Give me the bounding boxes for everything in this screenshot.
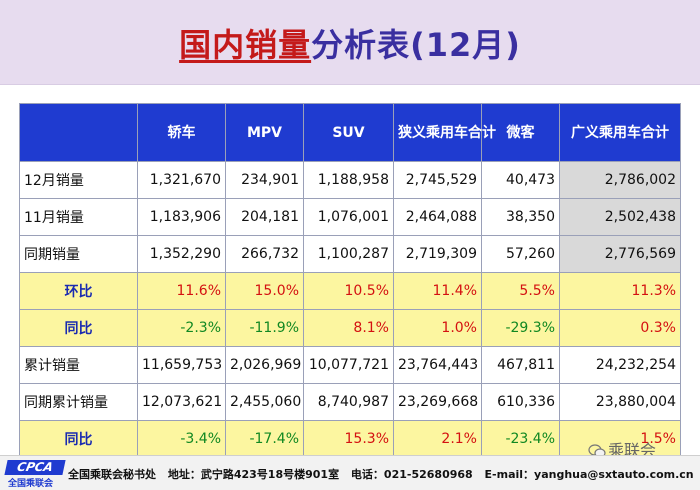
table-cell: 10.5%	[303, 272, 394, 310]
header-mpv: MPV	[225, 103, 304, 162]
table-row: 环比 11.6% 15.0% 10.5% 11.4% 5.5% 11.3%	[19, 272, 681, 310]
table-cell: 8.1%	[303, 309, 394, 347]
table-row: 11月销量 1,183,906 204,181 1,076,001 2,464,…	[19, 198, 681, 236]
table-cell: 15.0%	[225, 272, 304, 310]
row-label: 同期累计销量	[19, 383, 138, 421]
title-band: 国内销量分析表(12月)	[0, 0, 700, 85]
table-row: 同比 -3.4% -17.4% 15.3% 2.1% -23.4% 1.5%	[19, 420, 681, 458]
table-cell: 11,659,753	[137, 346, 226, 384]
table-cell: 11.3%	[559, 272, 681, 310]
table-cell: 2,745,529	[393, 161, 482, 199]
table-cell: 57,260	[481, 235, 560, 273]
table-cell: 38,350	[481, 198, 560, 236]
table-cell: 40,473	[481, 161, 560, 199]
table-cell: -11.9%	[225, 309, 304, 347]
table-row: 同期销量 1,352,290 266,732 1,100,287 2,719,3…	[19, 235, 681, 273]
table-cell: 2.1%	[393, 420, 482, 458]
table-row: 12月销量 1,321,670 234,901 1,188,958 2,745,…	[19, 161, 681, 199]
table-cell: 23,880,004	[559, 383, 681, 421]
title-rest: 分析表(12月)	[311, 26, 521, 64]
header-corner	[19, 103, 138, 162]
table-cell: 23,269,668	[393, 383, 482, 421]
table-cell: -3.4%	[137, 420, 226, 458]
table-cell: 2,464,088	[393, 198, 482, 236]
row-label: 12月销量	[19, 161, 138, 199]
row-label: 环比	[19, 272, 138, 310]
header-sedan: 轿车	[137, 103, 226, 162]
row-label: 11月销量	[19, 198, 138, 236]
table-cell: 0.3%	[559, 309, 681, 347]
table-cell: 2,719,309	[393, 235, 482, 273]
table-cell: 2,786,002	[559, 161, 681, 199]
header-row: 轿车 MPV SUV 狭义乘用车合计 微客 广义乘用车合计	[19, 103, 681, 162]
table-cell: 1,352,290	[137, 235, 226, 273]
table-cell: 15.3%	[303, 420, 394, 458]
table-cell: 11.4%	[393, 272, 482, 310]
table-cell: 204,181	[225, 198, 304, 236]
table-cell: 1,188,958	[303, 161, 394, 199]
table-cell: 610,336	[481, 383, 560, 421]
row-label: 同比	[19, 420, 138, 458]
row-label: 同期销量	[19, 235, 138, 273]
table-cell: 234,901	[225, 161, 304, 199]
table-cell: 24,232,254	[559, 346, 681, 384]
footer-org: 全国乘联会秘书处	[68, 468, 156, 481]
table-cell: 2,776,569	[559, 235, 681, 273]
sales-table: 轿车 MPV SUV 狭义乘用车合计 微客 广义乘用车合计 12月销量 1,32…	[19, 103, 681, 458]
table-cell: 11.6%	[137, 272, 226, 310]
logo-mark: CPCA	[4, 460, 66, 475]
table-cell: 5.5%	[481, 272, 560, 310]
table-cell: 1,100,287	[303, 235, 394, 273]
cpca-logo: CPCA 全国乘联会	[4, 460, 66, 489]
table-cell: 1,183,906	[137, 198, 226, 236]
row-label: 同比	[19, 309, 138, 347]
table-cell: 2,026,969	[225, 346, 304, 384]
footer-phone: 电话：021-52680968	[350, 468, 473, 481]
header-suv: SUV	[303, 103, 394, 162]
table-row: 同比 -2.3% -11.9% 8.1% 1.0% -29.3% 0.3%	[19, 309, 681, 347]
table-row: 同期累计销量 12,073,621 2,455,060 8,740,987 23…	[19, 383, 681, 421]
footer: CPCA 全国乘联会 全国乘联会秘书处 地址：武宁路423号18号楼901室 电…	[0, 455, 700, 490]
table-cell: 10,077,721	[303, 346, 394, 384]
header-broad-total: 广义乘用车合计	[559, 103, 681, 162]
table-cell: 1.0%	[393, 309, 482, 347]
table-cell: 467,811	[481, 346, 560, 384]
table-cell: -2.3%	[137, 309, 226, 347]
table-row: 累计销量 11,659,753 2,026,969 10,077,721 23,…	[19, 346, 681, 384]
table-cell: 1.5%	[559, 420, 681, 458]
logo-subtitle: 全国乘联会	[8, 479, 54, 489]
table-cell: -23.4%	[481, 420, 560, 458]
header-narrow-total: 狭义乘用车合计	[393, 103, 496, 162]
page-title: 国内销量分析表(12月)	[0, 20, 700, 66]
footer-contact: 全国乘联会秘书处 地址：武宁路423号18号楼901室 电话：021-52680…	[68, 466, 700, 482]
table-cell: -29.3%	[481, 309, 560, 347]
table-cell: 8,740,987	[303, 383, 394, 421]
row-label: 累计销量	[19, 346, 138, 384]
title-highlight: 国内销量	[179, 26, 312, 64]
table-cell: 1,076,001	[303, 198, 394, 236]
footer-address: 地址：武宁路423号18号楼901室	[167, 468, 340, 481]
table-cell: 2,502,438	[559, 198, 681, 236]
table-cell: 1,321,670	[137, 161, 226, 199]
header-minivan: 微客	[481, 103, 560, 162]
footer-email: E-mail：yanghua@sxtauto.com.cn	[484, 468, 694, 481]
table-cell: 266,732	[225, 235, 304, 273]
table-cell: 12,073,621	[137, 383, 226, 421]
table-cell: 23,764,443	[393, 346, 482, 384]
table-cell: -17.4%	[225, 420, 304, 458]
table-cell: 2,455,060	[225, 383, 304, 421]
